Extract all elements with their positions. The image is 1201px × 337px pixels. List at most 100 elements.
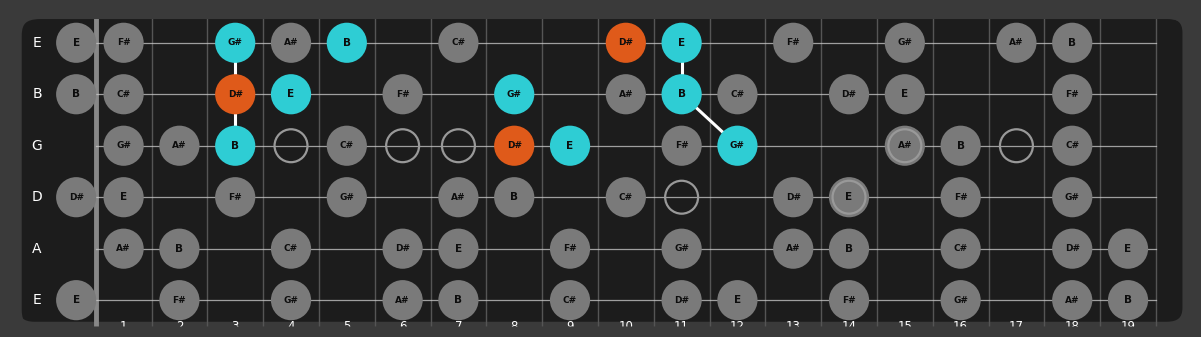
Text: E: E	[455, 244, 462, 254]
Ellipse shape	[56, 23, 96, 63]
Text: C#: C#	[730, 90, 745, 99]
Text: G#: G#	[954, 296, 968, 305]
Text: C#: C#	[340, 141, 354, 150]
Text: E: E	[120, 192, 127, 202]
Text: C#: C#	[283, 244, 298, 253]
FancyBboxPatch shape	[14, 14, 1187, 326]
Ellipse shape	[773, 23, 813, 63]
Text: F#: F#	[396, 90, 410, 99]
Text: F#: F#	[116, 38, 131, 47]
Text: 18: 18	[1065, 320, 1080, 333]
Ellipse shape	[438, 23, 478, 63]
Ellipse shape	[829, 228, 870, 269]
Text: E: E	[567, 141, 574, 151]
Text: E: E	[679, 38, 686, 48]
Text: D#: D#	[68, 193, 84, 202]
Ellipse shape	[1052, 228, 1093, 269]
Ellipse shape	[494, 126, 534, 166]
Ellipse shape	[1052, 74, 1093, 114]
Ellipse shape	[605, 74, 646, 114]
Text: A: A	[32, 242, 42, 256]
Ellipse shape	[829, 280, 870, 320]
Ellipse shape	[494, 74, 534, 114]
Text: D#: D#	[674, 296, 689, 305]
Text: B: B	[510, 192, 518, 202]
Ellipse shape	[438, 228, 478, 269]
Text: C#: C#	[1065, 141, 1080, 150]
Ellipse shape	[829, 177, 870, 217]
Ellipse shape	[215, 177, 256, 217]
Text: F#: F#	[842, 296, 856, 305]
Ellipse shape	[160, 280, 199, 320]
Text: 11: 11	[674, 320, 689, 333]
Text: 4: 4	[287, 320, 294, 333]
Text: E: E	[846, 192, 853, 202]
Text: D#: D#	[842, 90, 856, 99]
Text: D#: D#	[507, 141, 521, 150]
Text: B: B	[677, 89, 686, 99]
Ellipse shape	[940, 126, 981, 166]
Text: 5: 5	[343, 320, 351, 333]
Text: E: E	[72, 38, 79, 48]
Text: A#: A#	[116, 244, 131, 253]
Ellipse shape	[103, 177, 144, 217]
Ellipse shape	[271, 23, 311, 63]
Text: G#: G#	[283, 296, 299, 305]
Ellipse shape	[215, 126, 256, 166]
Ellipse shape	[103, 228, 144, 269]
Ellipse shape	[1109, 228, 1148, 269]
Ellipse shape	[550, 228, 590, 269]
Text: F#: F#	[787, 38, 800, 47]
Ellipse shape	[940, 228, 981, 269]
Ellipse shape	[327, 177, 368, 217]
Text: F#: F#	[1065, 90, 1078, 99]
Text: B: B	[1124, 295, 1133, 305]
Text: D#: D#	[619, 38, 633, 47]
Text: F#: F#	[563, 244, 576, 253]
Text: E: E	[901, 89, 908, 99]
Text: A#: A#	[1065, 296, 1080, 305]
Ellipse shape	[885, 126, 925, 166]
Text: 2: 2	[175, 320, 184, 333]
Text: G#: G#	[730, 141, 745, 150]
Ellipse shape	[327, 23, 368, 63]
Ellipse shape	[550, 280, 590, 320]
Ellipse shape	[717, 126, 758, 166]
Text: G#: G#	[228, 38, 243, 47]
Text: B: B	[32, 87, 42, 101]
Text: 8: 8	[510, 320, 518, 333]
Ellipse shape	[438, 177, 478, 217]
Ellipse shape	[494, 177, 534, 217]
Text: F#: F#	[173, 296, 186, 305]
Text: 12: 12	[730, 320, 745, 333]
Text: B: B	[72, 89, 80, 99]
Text: E: E	[287, 89, 294, 99]
Text: G: G	[31, 139, 42, 153]
Text: A#: A#	[283, 38, 298, 47]
Text: C#: C#	[619, 193, 633, 202]
Text: B: B	[454, 295, 462, 305]
Text: C#: C#	[116, 90, 131, 99]
Ellipse shape	[662, 228, 701, 269]
Text: G#: G#	[340, 193, 354, 202]
Ellipse shape	[103, 23, 144, 63]
Text: A#: A#	[897, 141, 912, 150]
Ellipse shape	[383, 228, 423, 269]
Text: D#: D#	[1065, 244, 1080, 253]
Text: F#: F#	[954, 193, 968, 202]
Ellipse shape	[550, 126, 590, 166]
Ellipse shape	[940, 280, 981, 320]
Text: G#: G#	[1065, 193, 1080, 202]
Text: C#: C#	[563, 296, 578, 305]
Ellipse shape	[56, 74, 96, 114]
Ellipse shape	[1052, 23, 1093, 63]
Text: C#: C#	[452, 38, 466, 47]
Ellipse shape	[160, 126, 199, 166]
Text: 9: 9	[567, 320, 574, 333]
Text: B: B	[846, 244, 853, 254]
Text: C#: C#	[954, 244, 968, 253]
Text: 3: 3	[232, 320, 239, 333]
Text: 19: 19	[1121, 320, 1135, 333]
Text: 15: 15	[897, 320, 913, 333]
Ellipse shape	[662, 74, 701, 114]
